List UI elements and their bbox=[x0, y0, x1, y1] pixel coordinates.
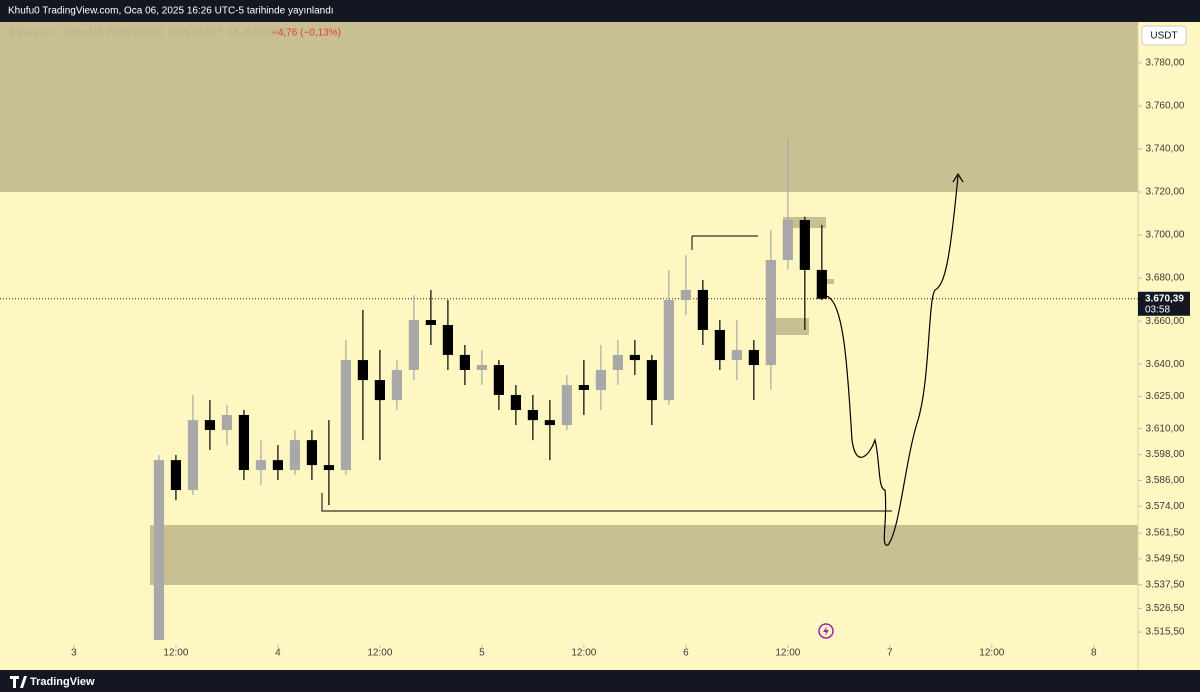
candle-body bbox=[765, 260, 776, 366]
y-tick-label: 3.598,00 bbox=[1146, 449, 1185, 460]
candle-body bbox=[374, 380, 385, 401]
plot: 3.780,00 3.760,00 3.740,00 3.720,00 3.700,00… bbox=[0, 58, 1185, 659]
currency-button[interactable] bbox=[1141, 25, 1187, 46]
publish-title: Khufu0 TradingView.com, Oca 06, 2025 16:… bbox=[8, 6, 334, 17]
y-tick-label: 3.720,00 bbox=[1146, 187, 1185, 198]
y-tick-label: 3.610,00 bbox=[1146, 423, 1185, 434]
event-icon[interactable] bbox=[818, 623, 834, 639]
candle-body bbox=[306, 440, 318, 466]
y-tick-label: 3.640,00 bbox=[1146, 359, 1185, 370]
x-tick-label: 12:00 bbox=[979, 648, 1004, 659]
candle-body bbox=[357, 360, 369, 381]
candle-body bbox=[544, 420, 555, 426]
candle-body bbox=[697, 289, 708, 330]
candle-body bbox=[408, 320, 419, 370]
projection-path bbox=[825, 175, 959, 546]
series-legend: Ethereum / TetherUS PERPETUAL CONTRACT, … bbox=[10, 28, 289, 39]
last-price-badge bbox=[1138, 291, 1190, 316]
candle-body bbox=[255, 460, 267, 471]
brand-logo bbox=[10, 676, 27, 688]
candle-body bbox=[187, 420, 199, 491]
candle-body bbox=[153, 460, 165, 641]
candle-body bbox=[561, 385, 572, 426]
x-tick-label: 3 bbox=[71, 648, 77, 659]
small-zone bbox=[826, 279, 834, 284]
y-tick-label: 3.549,50 bbox=[1146, 554, 1185, 565]
y-tick-label: 3.586,00 bbox=[1146, 475, 1185, 486]
candle-body bbox=[527, 410, 538, 421]
candle-body bbox=[612, 354, 623, 370]
candle-body bbox=[816, 269, 827, 299]
brand-name: TradingView bbox=[30, 676, 95, 688]
candle-body bbox=[731, 349, 742, 361]
candle-body bbox=[476, 365, 487, 370]
candle-body bbox=[238, 414, 250, 471]
candle-body bbox=[289, 440, 301, 471]
x-tick-label: 6 bbox=[683, 648, 689, 659]
projection-arrow bbox=[952, 172, 964, 183]
x-tick-label: 12:00 bbox=[571, 648, 596, 659]
candle-body bbox=[323, 465, 335, 471]
candle-body bbox=[425, 320, 436, 325]
y-tick-label: 3.760,00 bbox=[1146, 101, 1185, 112]
y-tick-label: 3.680,00 bbox=[1146, 273, 1185, 284]
candle-body bbox=[799, 219, 810, 270]
x-tick-label: 12:00 bbox=[775, 648, 800, 659]
candle-body bbox=[204, 420, 216, 431]
candle-body bbox=[663, 300, 674, 401]
candle-body bbox=[578, 385, 589, 390]
y-tick-label: 3.515,50 bbox=[1146, 627, 1185, 638]
y-tick-label: 3.700,00 bbox=[1146, 230, 1185, 241]
top-bar bbox=[0, 0, 1200, 22]
last-price-label: 3.670,39 bbox=[1145, 293, 1184, 304]
candle-body bbox=[748, 349, 759, 366]
candle-body bbox=[459, 354, 470, 370]
y-tick-label: 3.574,00 bbox=[1146, 501, 1185, 512]
x-tick-label: 4 bbox=[275, 648, 281, 659]
y-tick-label: 3.660,00 bbox=[1146, 316, 1185, 327]
countdown-label: 03:58 bbox=[1145, 304, 1170, 315]
event-icon-bolt bbox=[823, 626, 829, 636]
x-tick-label: 8 bbox=[1091, 648, 1097, 659]
small-zone bbox=[770, 318, 809, 335]
candle-body bbox=[442, 324, 453, 355]
x-tick-label: 7 bbox=[887, 648, 893, 659]
x-tick-label: 12:00 bbox=[163, 648, 188, 659]
y-tick-label: 3.780,00 bbox=[1146, 58, 1185, 69]
y-tick-label: 3.537,50 bbox=[1146, 579, 1185, 590]
candle-body bbox=[340, 360, 352, 471]
x-tick-label: 5 bbox=[479, 648, 485, 659]
candle-body bbox=[595, 369, 606, 390]
y-tick-label: 3.625,00 bbox=[1146, 391, 1185, 402]
y-tick-label: 3.740,00 bbox=[1146, 144, 1185, 155]
candle-body bbox=[493, 365, 504, 395]
candle-body bbox=[714, 329, 725, 361]
candle-body bbox=[170, 460, 182, 491]
demand-zone bbox=[150, 525, 1138, 585]
change-label: −4,76 (−0,13%) bbox=[272, 28, 341, 39]
x-tick-label: 12:00 bbox=[367, 648, 392, 659]
y-tick-label: 3.561,50 bbox=[1146, 528, 1185, 539]
candle-body bbox=[272, 460, 284, 471]
candle-body bbox=[782, 219, 793, 261]
currency-label: USDT bbox=[1150, 31, 1177, 42]
bottom-bar bbox=[0, 670, 1200, 692]
low-line bbox=[321, 493, 892, 512]
candle-body bbox=[629, 354, 640, 361]
candle-body bbox=[221, 414, 233, 431]
candle-body bbox=[646, 360, 657, 401]
supply-zone bbox=[0, 22, 1138, 192]
y-tick-label: 3.526,50 bbox=[1146, 603, 1185, 614]
candle-body bbox=[391, 369, 402, 401]
candle-body bbox=[510, 394, 521, 411]
candle-body bbox=[680, 289, 691, 301]
